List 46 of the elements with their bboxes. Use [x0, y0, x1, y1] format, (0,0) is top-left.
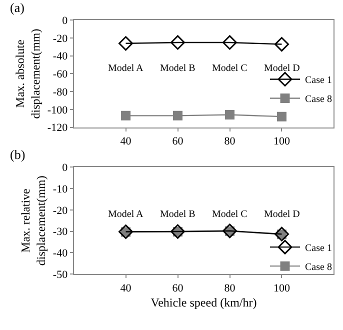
point — [118, 36, 134, 51]
x-tick-label: 80 — [224, 282, 236, 294]
x-tick-label: 100 — [273, 135, 290, 148]
y-axis-title: Max. relative displacement(mm) — [18, 176, 48, 266]
y-tick-label: -10 — [52, 183, 68, 196]
y-tick-label: 0 — [62, 162, 68, 174]
point — [170, 35, 186, 50]
point — [276, 112, 286, 122]
annotation: Model A — [108, 209, 144, 220]
y-tick-label: 0 — [62, 15, 68, 28]
chart-title: (a) — [10, 0, 24, 15]
point — [225, 110, 234, 120]
y-tick-label: -30 — [52, 226, 68, 238]
annotation: Model A — [108, 63, 144, 74]
y-tick-label: -40 — [52, 248, 68, 260]
x-tick-label: 100 — [273, 282, 290, 294]
y-tick-label: -100 — [47, 104, 68, 116]
annotation: Model C — [212, 209, 248, 220]
y-tick-label: -120 — [47, 122, 68, 134]
annotation: Model C — [212, 63, 248, 74]
annotation: Model B — [160, 209, 196, 220]
y-axis-title: Max. absolute displacement(mm) — [13, 28, 43, 119]
point — [222, 35, 237, 50]
legend-label: Case 1 — [305, 75, 332, 86]
y-tick-label: -60 — [52, 68, 68, 81]
y-tick-label: -20 — [52, 204, 68, 217]
point — [274, 37, 289, 52]
x-tick-label: 40 — [120, 135, 132, 148]
x-tick-label: 80 — [224, 135, 236, 148]
point — [173, 110, 183, 120]
x-tick-label: 40 — [120, 282, 132, 294]
point — [121, 110, 131, 120]
chart-title: (b) — [10, 147, 26, 162]
y-tick-label: -40 — [52, 50, 68, 63]
legend-label: Case 8 — [305, 94, 332, 106]
annotation: Model B — [160, 63, 196, 74]
y-tick-label: -50 — [52, 269, 68, 282]
legend-label: Case 1 — [305, 242, 332, 254]
x-axis-title: Vehicle speed (km/hr) — [150, 295, 257, 310]
y-tick-label: -20 — [52, 32, 68, 45]
legend-label: Case 8 — [305, 262, 332, 273]
annotation: Model D — [264, 63, 300, 74]
y-tick-label: -80 — [52, 86, 68, 98]
x-tick-label: 60 — [172, 135, 184, 148]
annotation: Model D — [264, 209, 300, 220]
x-tick-label: 60 — [172, 282, 184, 294]
